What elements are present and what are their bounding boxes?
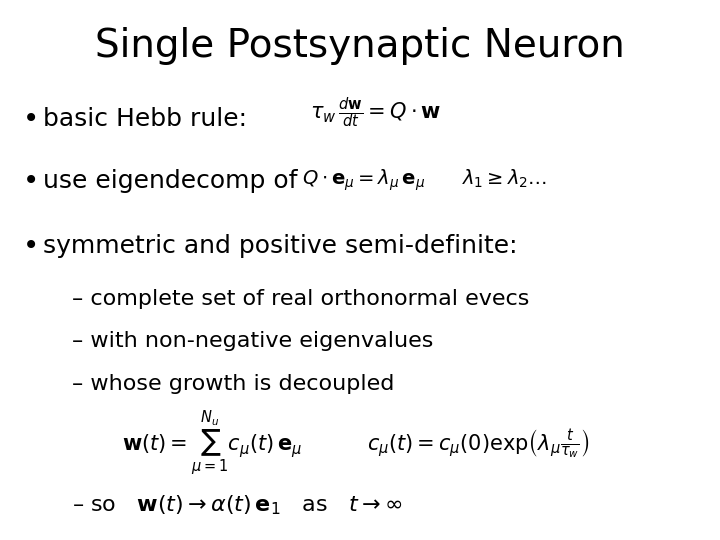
Text: •: • [23, 232, 40, 260]
Text: – whose growth is decoupled: – whose growth is decoupled [72, 374, 395, 394]
Text: Single Postsynaptic Neuron: Single Postsynaptic Neuron [95, 27, 625, 65]
Text: use eigendecomp of: use eigendecomp of [43, 169, 297, 193]
Text: symmetric and positive semi-definite:: symmetric and positive semi-definite: [43, 234, 518, 258]
Text: – so   $\mathbf{w}(t) \to \alpha(t)\,\mathbf{e}_1$   as   $t \to \infty$: – so $\mathbf{w}(t) \to \alpha(t)\,\math… [72, 493, 402, 517]
Text: $Q \cdot \mathbf{e}_\mu = \lambda_\mu\,\mathbf{e}_\mu \qquad \lambda_1 \geq \lam: $Q \cdot \mathbf{e}_\mu = \lambda_\mu\,\… [302, 167, 547, 193]
Text: – with non-negative eigenvalues: – with non-negative eigenvalues [72, 331, 433, 352]
Text: $\mathbf{w}(t) = \sum_{\mu=1}^{N_u} c_\mu(t)\,\mathbf{e}_\mu$: $\mathbf{w}(t) = \sum_{\mu=1}^{N_u} c_\m… [122, 410, 302, 478]
Text: $c_\mu(t) = c_\mu(0)\exp\!\left(\lambda_\mu \frac{t}{\tau_w}\right)$: $c_\mu(t) = c_\mu(0)\exp\!\left(\lambda_… [367, 427, 590, 461]
Text: $\tau_w\,\frac{d\mathbf{w}}{dt} = Q \cdot \mathbf{w}$: $\tau_w\,\frac{d\mathbf{w}}{dt} = Q \cdo… [310, 95, 441, 130]
Text: •: • [23, 105, 40, 133]
Text: basic Hebb rule:: basic Hebb rule: [43, 107, 247, 131]
Text: •: • [23, 167, 40, 195]
Text: – complete set of real orthonormal evecs: – complete set of real orthonormal evecs [72, 288, 529, 309]
